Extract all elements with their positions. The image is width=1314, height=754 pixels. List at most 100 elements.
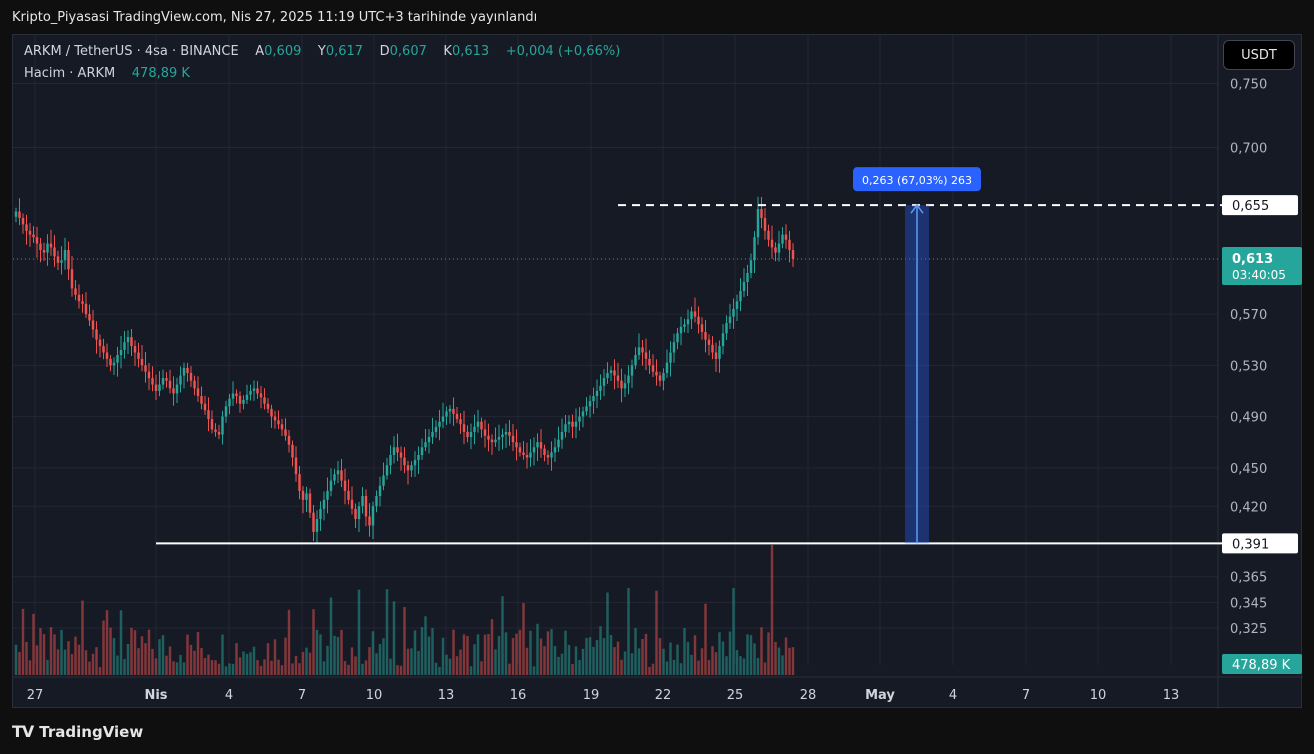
candle-body bbox=[333, 474, 336, 481]
currency-button[interactable]: USDT bbox=[1223, 40, 1295, 70]
candle-body bbox=[389, 455, 392, 466]
volume-bar bbox=[221, 634, 224, 675]
candle-body bbox=[746, 273, 749, 283]
volume-bar bbox=[378, 644, 382, 675]
candle-body bbox=[266, 403, 270, 409]
x-tick-label: 4 bbox=[949, 688, 957, 703]
volume-bar bbox=[753, 643, 756, 675]
volume-bar bbox=[441, 637, 445, 675]
candle-body bbox=[592, 396, 595, 402]
volume-bar bbox=[137, 648, 140, 675]
candle-body bbox=[186, 367, 189, 373]
candle-body bbox=[123, 342, 126, 350]
y-tick-label: 0,345 bbox=[1230, 596, 1267, 611]
candle-body bbox=[144, 365, 147, 372]
volume-bar bbox=[501, 596, 504, 675]
volume-bar bbox=[707, 660, 711, 675]
volume-bar bbox=[242, 651, 245, 675]
candle-body bbox=[214, 429, 217, 432]
volume-bar bbox=[144, 643, 147, 675]
volume-bar bbox=[525, 647, 529, 675]
volume-bar bbox=[522, 602, 525, 675]
volume-bar bbox=[672, 659, 676, 675]
volume-bar bbox=[252, 646, 256, 675]
volume-bar bbox=[763, 662, 767, 675]
volume-bar bbox=[655, 590, 658, 675]
candle-body bbox=[74, 288, 77, 295]
candle-body bbox=[588, 401, 592, 407]
candle-body bbox=[749, 260, 753, 274]
volume-bar bbox=[315, 629, 319, 675]
candle-body bbox=[511, 435, 515, 443]
price-level-label: 0,655 bbox=[1232, 199, 1269, 214]
x-tick-label: 4 bbox=[225, 688, 233, 703]
volume-bar bbox=[207, 654, 210, 675]
candle-body bbox=[462, 424, 466, 432]
x-tick-label: 13 bbox=[1163, 688, 1180, 703]
volume-bar bbox=[298, 663, 301, 675]
candle-body bbox=[277, 420, 280, 425]
candle-body bbox=[609, 370, 613, 373]
volume-label: Hacim · ARKM bbox=[24, 66, 116, 81]
volume-bar bbox=[189, 644, 193, 675]
candle-body bbox=[375, 496, 378, 507]
footer-brand[interactable]: TV TradingView bbox=[12, 722, 143, 741]
volume-bar bbox=[126, 643, 130, 675]
candle-body bbox=[207, 410, 210, 420]
volume-bar bbox=[459, 649, 462, 675]
candle-body bbox=[315, 519, 319, 532]
volume-bar bbox=[648, 666, 651, 675]
volume-bar bbox=[669, 642, 672, 675]
symbol-label: ARKM / TetherUS · 4sa · BINANCE bbox=[24, 44, 239, 59]
volume-bar bbox=[616, 641, 620, 675]
x-tick-label: 7 bbox=[298, 688, 306, 703]
candle-body bbox=[707, 339, 711, 345]
volume-bar bbox=[581, 648, 585, 675]
volume-bar bbox=[357, 589, 361, 675]
y-tick-label: 0,490 bbox=[1230, 411, 1267, 426]
volume-bar bbox=[319, 634, 322, 675]
tradingview-logo-icon: TV bbox=[12, 722, 34, 741]
candle-body bbox=[665, 362, 669, 373]
candle-body bbox=[735, 301, 739, 309]
volume-bar bbox=[63, 649, 67, 675]
candle-body bbox=[88, 314, 91, 321]
candle-body bbox=[189, 373, 193, 381]
candle-body bbox=[105, 352, 109, 359]
volume-bar bbox=[291, 663, 294, 675]
volume-bar bbox=[711, 646, 714, 675]
volume-bar bbox=[42, 634, 46, 675]
price-level-badge bbox=[1222, 195, 1298, 216]
volume-bar bbox=[287, 609, 291, 675]
volume-bar bbox=[277, 659, 280, 675]
candle-body bbox=[781, 234, 784, 244]
y-tick-label: 0,325 bbox=[1230, 622, 1267, 637]
candle-body bbox=[613, 370, 616, 376]
y-tick-label: 0,750 bbox=[1230, 77, 1267, 92]
candle-body bbox=[231, 393, 235, 399]
volume-bar bbox=[571, 663, 574, 675]
candle-body bbox=[203, 403, 207, 411]
candle-body bbox=[322, 499, 326, 509]
price-chart[interactable]: 0,750 0,700 0,570 0,530 0,490 0,450 0,420 0,365… bbox=[13, 35, 1303, 709]
price-level-badge bbox=[1222, 533, 1298, 554]
candle-body bbox=[364, 496, 368, 517]
volume-bar bbox=[452, 629, 455, 675]
candle-body bbox=[669, 352, 672, 363]
x-tick-label: 10 bbox=[366, 688, 383, 703]
candle-body bbox=[494, 439, 497, 443]
volume-badge-label: 478,89 K bbox=[1232, 658, 1291, 673]
measure-arrow-head bbox=[910, 203, 924, 214]
candle-body bbox=[399, 452, 403, 458]
candle-body bbox=[599, 385, 602, 391]
candle-body bbox=[571, 421, 574, 427]
volume-bar bbox=[455, 656, 459, 675]
chart-area[interactable]: 0,750 0,700 0,570 0,530 0,490 0,450 0,420 0,365… bbox=[12, 34, 1303, 709]
candle-body bbox=[445, 411, 448, 417]
candle-body bbox=[791, 250, 795, 259]
candle-body bbox=[473, 426, 476, 432]
volume-bar bbox=[784, 637, 788, 675]
volume-bar bbox=[224, 666, 228, 675]
candle-body bbox=[406, 465, 410, 471]
candle-body bbox=[382, 475, 385, 486]
